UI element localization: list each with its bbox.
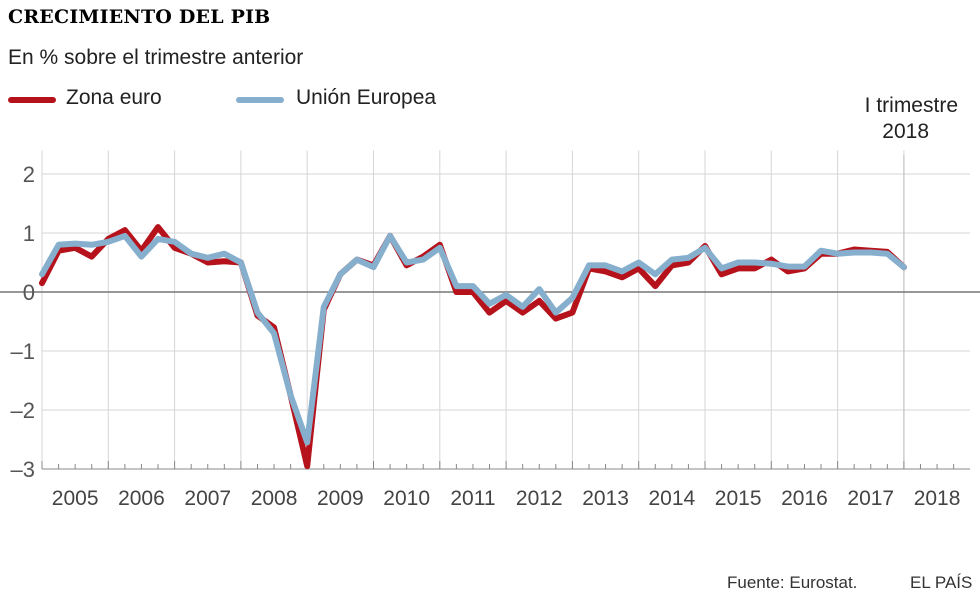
legend-label-zona-euro: Zona euro: [66, 86, 162, 109]
legend-swatch-zona-euro: [8, 97, 56, 103]
legend-label-union-europea: Unión Europea: [296, 86, 437, 109]
x-year-label: 2013: [582, 487, 629, 510]
x-year-label: 2009: [317, 487, 364, 510]
x-year-label: 2017: [847, 487, 894, 510]
series-layer: [39, 224, 907, 470]
y-tick-label: 2: [23, 162, 35, 187]
grid-layer: [41, 150, 970, 470]
chart-subtitle: En % sobre el trimestre anterior: [8, 46, 304, 69]
x-year-label: 2007: [184, 487, 231, 510]
series-line-union-europea: [39, 232, 907, 446]
annotation-line2: 2018: [882, 120, 929, 143]
x-year-label: 2015: [715, 487, 762, 510]
x-year-label: 2006: [118, 487, 165, 510]
x-year-label: 2011: [450, 487, 495, 510]
y-tick-label: 0: [23, 280, 35, 305]
x-year-label: 2010: [383, 487, 430, 510]
source-note: Fuente: Eurostat.: [727, 573, 858, 592]
x-year-label: 2014: [648, 487, 695, 510]
y-tick-label: –2: [11, 398, 35, 423]
x-year-label: 2018: [914, 487, 961, 510]
axis-layer: [0, 291, 980, 470]
chart-title: CRECIMIENTO DEL PIB: [8, 6, 271, 28]
x-year-label: 2005: [52, 487, 99, 510]
x-year-label: 2008: [251, 487, 298, 510]
x-year-label: 2016: [781, 487, 828, 510]
label-layer: 2 1 0 –1 –2 –3 2005 2006 2007 2008 2009 2010 2011 201…: [11, 94, 961, 510]
brand-logo: EL PAÍS: [910, 573, 973, 592]
y-tick-label: –3: [11, 457, 35, 482]
legend-swatch-union-europea: [236, 97, 284, 103]
y-tick-label: –1: [11, 339, 35, 364]
x-year-label: 2012: [516, 487, 563, 510]
y-tick-label: 1: [23, 221, 35, 246]
annotation-line1: I trimestre: [865, 94, 958, 117]
